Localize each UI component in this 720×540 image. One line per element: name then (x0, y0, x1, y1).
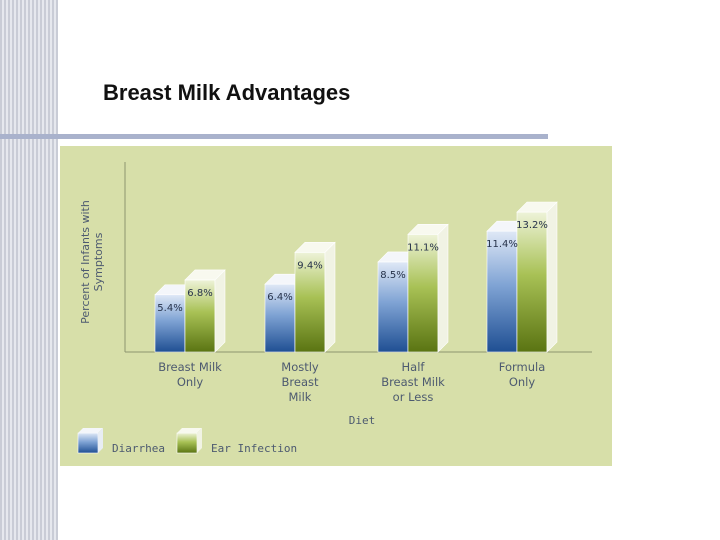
chart-panel: Percent of Infants withSymptoms Diet 5.4%… (60, 146, 612, 466)
data-label-diarrhea-3: 11.4% (486, 239, 518, 250)
category-label-0: Breast Milk Only (158, 360, 222, 389)
bar-ear-infection-0 (184, 269, 226, 353)
bar-front (294, 252, 326, 353)
bar-side (324, 241, 336, 353)
legend-swatch-front (77, 432, 99, 454)
slide-side-stripe (0, 0, 58, 540)
data-label-ear-infection-1: 9.4% (297, 260, 322, 271)
data-label-ear-infection-3: 13.2% (516, 220, 548, 231)
bar-front (407, 234, 439, 353)
data-label-diarrhea-2: 8.5% (380, 270, 405, 281)
data-label-diarrhea-0: 5.4% (157, 303, 182, 314)
data-label-diarrhea-1: 6.4% (267, 292, 292, 303)
bar-front (486, 230, 518, 353)
data-label-ear-infection-0: 6.8% (187, 288, 212, 299)
legend-label-ear-infection: Ear Infection (211, 442, 297, 455)
data-label-ear-infection-2: 11.1% (407, 242, 439, 253)
legend-swatch-front (176, 432, 198, 454)
category-label-1: Mostly Breast Milk (281, 360, 319, 404)
bar-ear-infection-3 (516, 201, 558, 353)
category-label-2: Half Breast Milk or Less (381, 360, 445, 404)
bar-front (516, 211, 548, 353)
legend-swatch-ear-infection (176, 428, 202, 454)
slide-title: Breast Milk Advantages (103, 80, 351, 105)
y-axis-label: Percent of Infants withSymptoms (79, 200, 105, 324)
bar-front (264, 283, 296, 353)
bar-side (437, 223, 449, 353)
legend-label-diarrhea: Diarrhea (112, 442, 165, 455)
legend-swatch-diarrhea (77, 428, 103, 454)
bar-front (184, 279, 216, 353)
bar-ear-infection-1 (294, 241, 336, 353)
x-axis-label: Diet (349, 414, 376, 427)
bar-chart: Percent of Infants withSymptoms Diet 5.4%… (77, 162, 592, 455)
bar-side (546, 201, 558, 353)
legend-swatch-top (177, 428, 202, 433)
legend-swatch-top (78, 428, 103, 433)
legend-swatch-side (98, 428, 103, 453)
bar-front (154, 294, 186, 353)
category-label-3: Formula Only (499, 360, 546, 389)
legend-swatch-side (197, 428, 202, 453)
bar-side (214, 269, 226, 353)
title-underline (0, 134, 548, 139)
bar-ear-infection-2 (407, 223, 449, 353)
